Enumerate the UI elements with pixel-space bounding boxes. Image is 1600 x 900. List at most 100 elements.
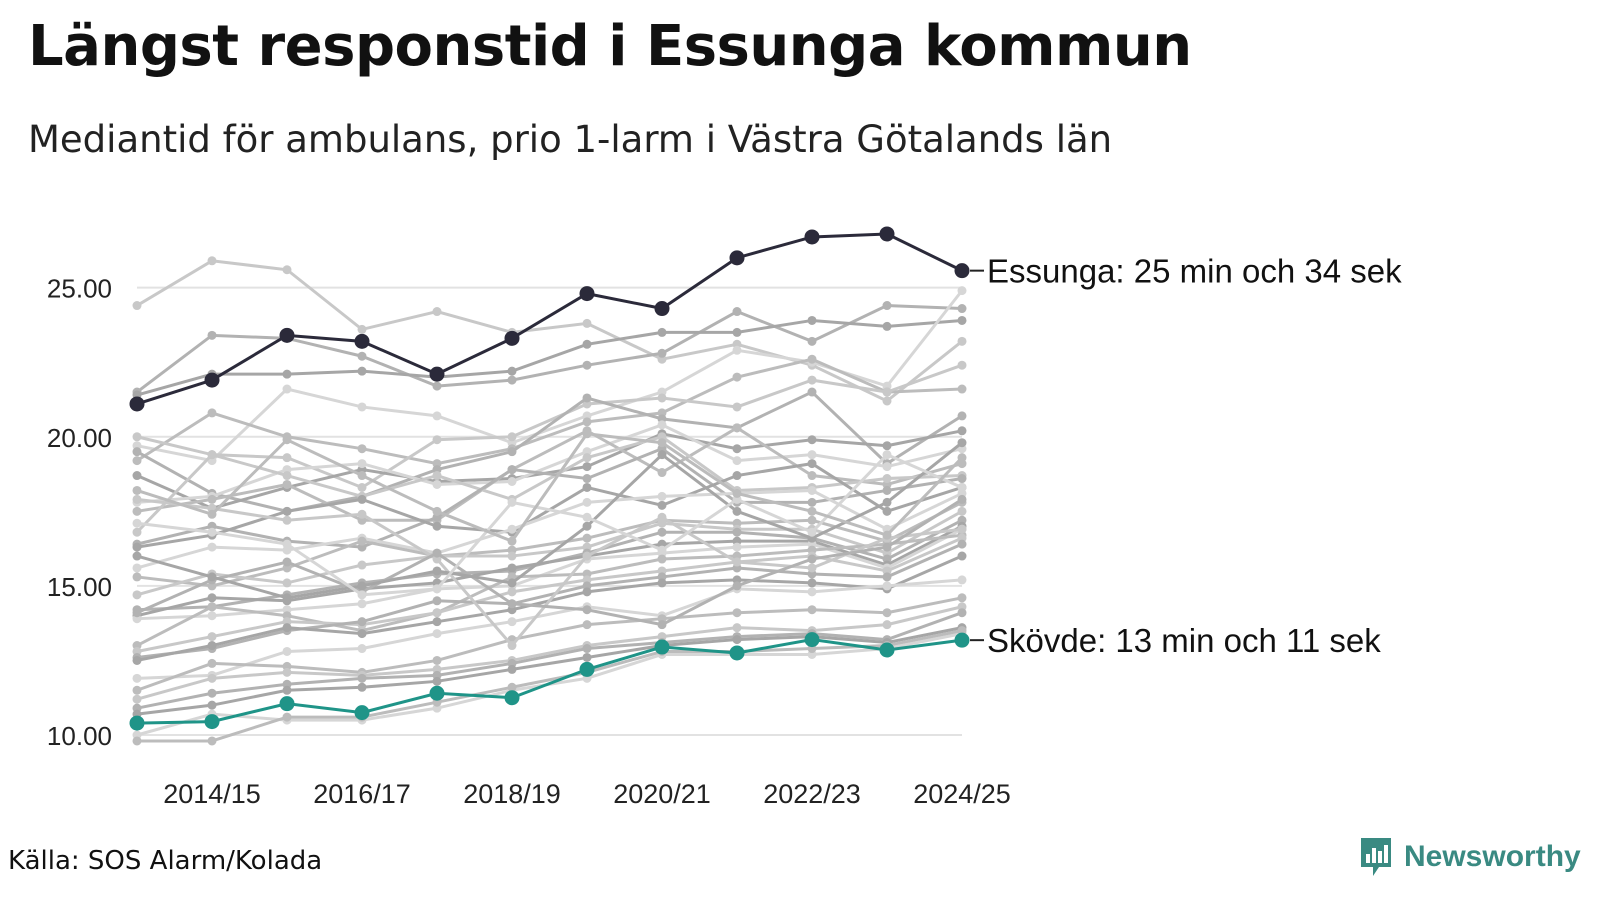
background-series-point [732, 307, 742, 317]
background-series-point [432, 506, 442, 516]
background-series-point [282, 646, 292, 656]
background-series-point [432, 548, 442, 558]
background-series-point [882, 462, 892, 472]
background-series [132, 593, 967, 695]
background-series-point [507, 599, 517, 609]
background-series-point [132, 563, 142, 573]
highlight-series-point [579, 286, 595, 302]
source-note: Källa: SOS Alarm/Kolada [8, 846, 323, 876]
background-series-point [957, 551, 967, 561]
background-series-point [282, 712, 292, 722]
background-series-point [882, 506, 892, 516]
background-series-point [507, 447, 517, 457]
background-series-point [882, 396, 892, 406]
highlight-series-point [954, 632, 970, 648]
background-series-point [432, 584, 442, 594]
background-series-point [582, 620, 592, 630]
background-series-point [582, 429, 592, 439]
background-series-point [507, 578, 517, 588]
background-series-point [957, 286, 967, 296]
background-series-point [657, 554, 667, 564]
background-series-point [357, 444, 367, 454]
x-tick-label: 2018/19 [463, 779, 561, 809]
background-series-point [507, 432, 517, 442]
background-series-point [582, 644, 592, 654]
brand-logo[interactable]: Newsworthy [1358, 836, 1581, 878]
background-series-point [732, 372, 742, 382]
background-series-point [957, 626, 967, 636]
background-series-point [882, 572, 892, 582]
background-series-point [657, 578, 667, 588]
highlight-series-point [354, 333, 370, 349]
background-series-point [507, 524, 517, 534]
background-series-point [207, 593, 217, 603]
background-series-point [807, 450, 817, 460]
background-series-point [132, 527, 142, 537]
background-series-point [807, 587, 817, 597]
background-series-point [807, 563, 817, 573]
background-series-point [207, 542, 217, 552]
background-series-point [282, 369, 292, 379]
background-series-point [732, 423, 742, 433]
background-series-point [957, 539, 967, 549]
background-series-point [957, 411, 967, 421]
background-series-point [132, 432, 142, 442]
y-tick-label: 25.00 [47, 274, 112, 304]
highlight-series-line [136, 232, 963, 406]
background-series-point [357, 509, 367, 519]
background-series-point [807, 578, 817, 588]
background-series-point [657, 327, 667, 337]
background-series-point [582, 360, 592, 370]
background-series-point [507, 587, 517, 597]
background-series-point [582, 587, 592, 597]
y-axis: 10.00 15.00 20.00 25.00 [47, 274, 112, 751]
highlight-series-point [504, 690, 520, 706]
background-series-point [657, 348, 667, 358]
background-series-point [657, 438, 667, 448]
background-series-point [132, 494, 142, 504]
brand-name: Newsworthy [1404, 840, 1581, 873]
background-series-point [657, 420, 667, 430]
background-series-point [432, 617, 442, 627]
background-series-point [282, 515, 292, 525]
background-series-point [732, 488, 742, 498]
x-axis: 2014/15 2016/17 2018/19 2020/21 2022/23 2024/… [163, 779, 1011, 809]
background-series [132, 256, 967, 406]
background-series-point [657, 468, 667, 478]
background-series-point [882, 301, 892, 311]
background-series-point [657, 500, 667, 510]
highlight-series-point [204, 714, 220, 730]
background-series-point [957, 384, 967, 394]
highlight-series-point [354, 705, 370, 721]
background-series-point [282, 506, 292, 516]
background-series-point [132, 485, 142, 495]
y-tick-label: 20.00 [47, 423, 112, 453]
y-tick-label: 10.00 [47, 721, 112, 751]
background-series-point [507, 551, 517, 561]
background-series-point [957, 304, 967, 314]
background-series-point [657, 393, 667, 403]
background-series-point [582, 453, 592, 463]
highlight-series-point [729, 645, 745, 661]
background-series-point [507, 375, 517, 385]
background-series-point [582, 482, 592, 492]
background-series-point [582, 318, 592, 328]
highlight-series-point [579, 661, 595, 677]
background-series-point [357, 351, 367, 361]
background-series-point [357, 617, 367, 627]
background-series-point [132, 471, 142, 481]
x-tick-label: 2020/21 [613, 779, 711, 809]
highlight-series-point [129, 715, 145, 731]
background-series-line [136, 259, 963, 403]
background-series-point [807, 605, 817, 615]
background-series-point [507, 682, 517, 692]
x-tick-label: 2022/23 [763, 779, 861, 809]
background-series-line [136, 423, 963, 504]
background-series-point [657, 450, 667, 460]
background-series-point [957, 315, 967, 325]
background-series-point [732, 623, 742, 633]
highlight-series-point [954, 263, 970, 279]
background-series-point [357, 482, 367, 492]
background-series-point [432, 655, 442, 665]
background-series-point [507, 664, 517, 674]
